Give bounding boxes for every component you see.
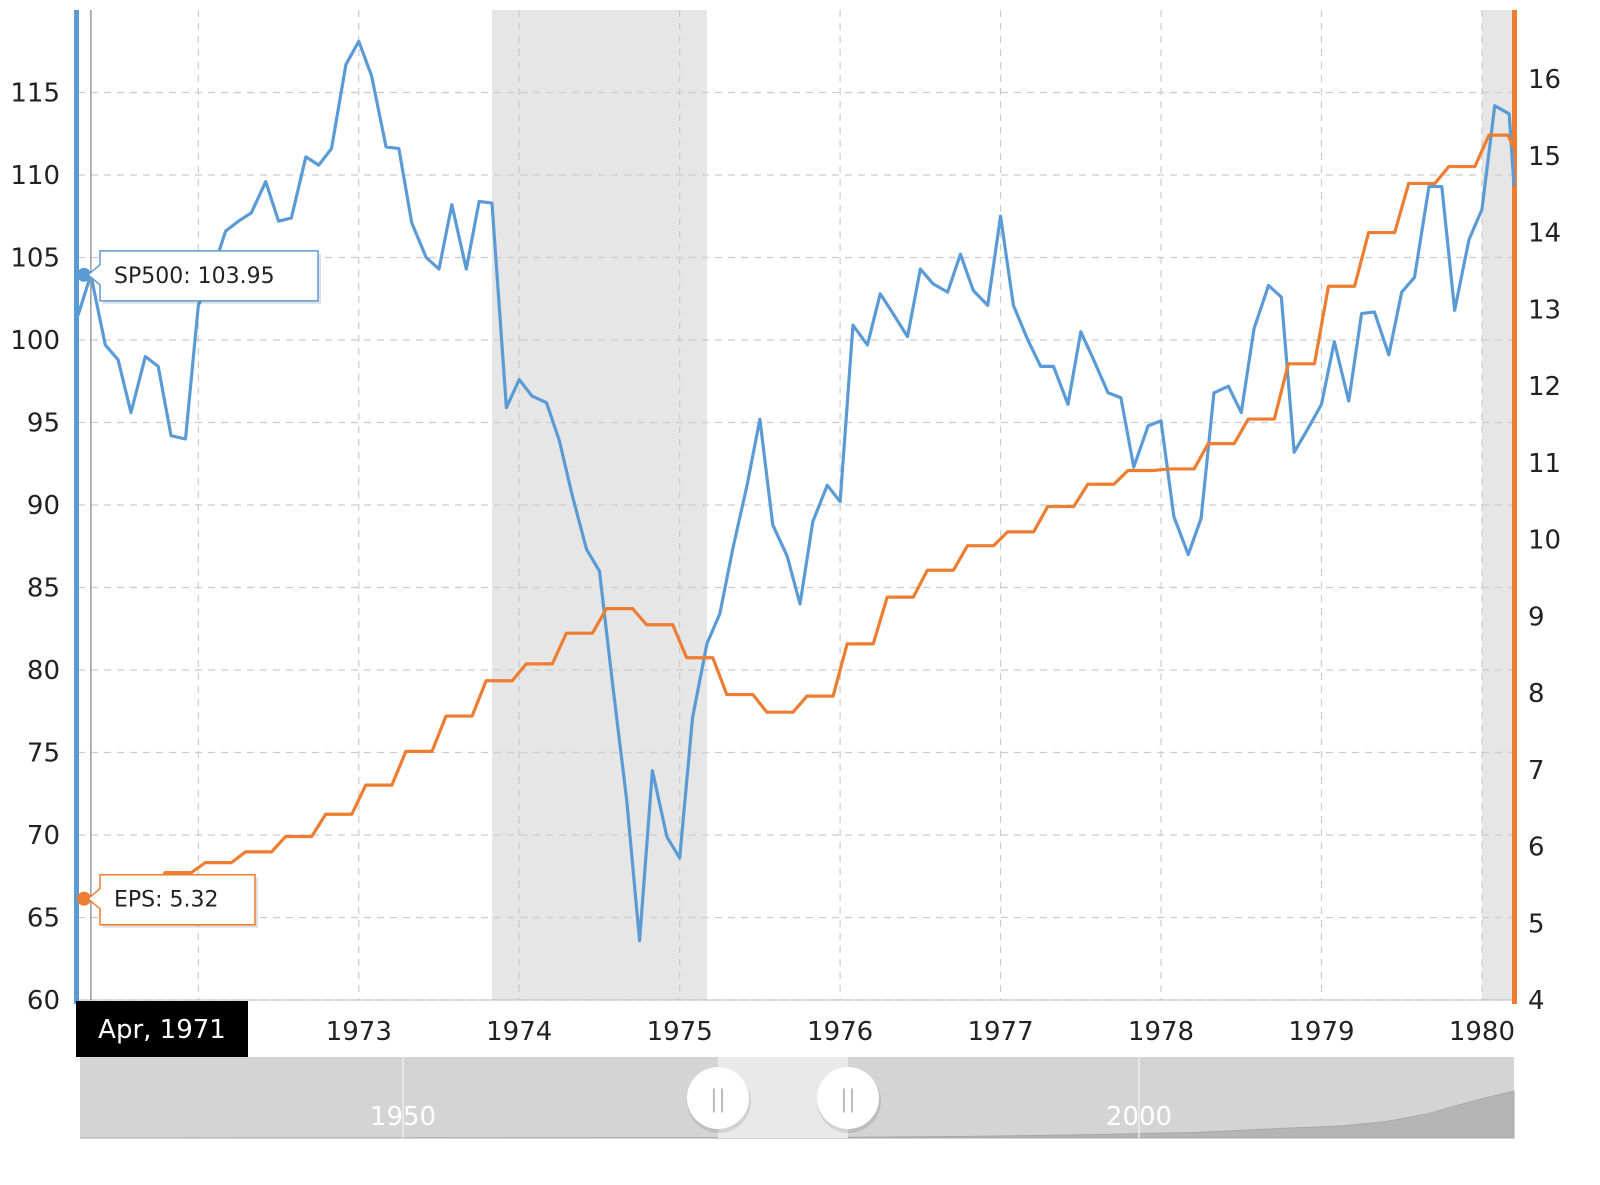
navigator-label-2000: 2000: [1106, 1102, 1172, 1132]
right-tick-label-12: 12: [1528, 372, 1561, 402]
x-tick-label-1973: 1973: [326, 1017, 392, 1047]
date-label-box: [76, 1001, 248, 1057]
right-tick-label-15: 15: [1528, 142, 1561, 172]
eps-tooltip-box: [86, 873, 256, 926]
left-axis-bar: [74, 10, 79, 1004]
tooltips: SP500: 103.95 EPS: 5.32 Apr, 1971: [76, 250, 321, 1057]
left-tick-label-90: 90: [27, 491, 60, 521]
left-tick-label-60: 60: [27, 986, 60, 1016]
x-tick-label-1978: 1978: [1128, 1017, 1194, 1047]
x-tick-label-1980: 1980: [1449, 1017, 1515, 1047]
left-tick-label-85: 85: [27, 574, 60, 604]
navigator: 1950 2000 || ||: [79, 1057, 1515, 1139]
x-tick-label-1974: 1974: [486, 1017, 552, 1047]
left-tick-label-95: 95: [27, 409, 60, 439]
left-tick-label-110: 110: [10, 161, 60, 191]
x-axis-ticks: 1973 1974 1975 1976 1977 1978 1979 1980: [326, 1017, 1515, 1047]
x-tick-label-1975: 1975: [647, 1017, 713, 1047]
right-axis-bar: [1512, 10, 1517, 1004]
right-tick-label-4: 4: [1528, 986, 1545, 1016]
navigator-label-1950: 1950: [370, 1102, 436, 1132]
handle-circle: [817, 1067, 879, 1129]
eps-line: [78, 133, 1516, 901]
left-tick-label-65: 65: [27, 904, 60, 934]
sp500-marker: [77, 267, 91, 282]
left-axis-ticks: 60 65 70 75 80 85 90 95 100 105 110 115: [10, 79, 60, 1017]
series-layer: [74, 10, 1517, 1004]
right-tick-label-16: 16: [1528, 65, 1561, 95]
sp500-tooltip-label: SP500: 103.95: [114, 264, 275, 289]
navigator-left-handle[interactable]: ||: [687, 1067, 751, 1133]
handle-grip-icon: ||: [840, 1085, 856, 1113]
left-tick-label-115: 115: [10, 79, 60, 109]
left-tick-label-70: 70: [27, 821, 60, 851]
right-tick-label-9: 9: [1528, 602, 1545, 632]
right-tick-label-14: 14: [1528, 219, 1561, 249]
grid-lines: [78, 10, 1514, 1001]
left-tick-label-75: 75: [27, 739, 60, 769]
eps-tooltip-label: EPS: 5.32: [114, 888, 219, 913]
right-tick-label-8: 8: [1528, 679, 1545, 709]
sp500-line: [76, 39, 1516, 943]
right-tick-label-11: 11: [1528, 449, 1561, 479]
sp500-tooltip-box: [86, 250, 319, 302]
handle-grip-icon: ||: [710, 1085, 726, 1113]
right-tick-label-13: 13: [1528, 295, 1561, 325]
right-tick-label-5: 5: [1528, 909, 1545, 939]
x-tick-label-1979: 1979: [1288, 1017, 1354, 1047]
right-axis-ticks: 4 5 6 7 8 9 10 11 12 13 14 15 16: [1528, 65, 1561, 1016]
x-tick-label-1976: 1976: [807, 1017, 873, 1047]
left-tick-label-80: 80: [27, 656, 60, 686]
navigator-area: [79, 1090, 1515, 1139]
left-tick-label-100: 100: [10, 326, 60, 356]
right-tick-label-10: 10: [1528, 526, 1561, 556]
navigator-right-handle[interactable]: ||: [817, 1067, 881, 1133]
handle-circle: [687, 1067, 749, 1129]
x-tick-label-1977: 1977: [967, 1017, 1033, 1047]
eps-marker: [77, 891, 91, 906]
left-tick-label-105: 105: [10, 244, 60, 274]
right-tick-label-7: 7: [1528, 756, 1545, 786]
right-tick-label-6: 6: [1528, 833, 1545, 863]
date-label: Apr, 1971: [98, 1015, 226, 1045]
